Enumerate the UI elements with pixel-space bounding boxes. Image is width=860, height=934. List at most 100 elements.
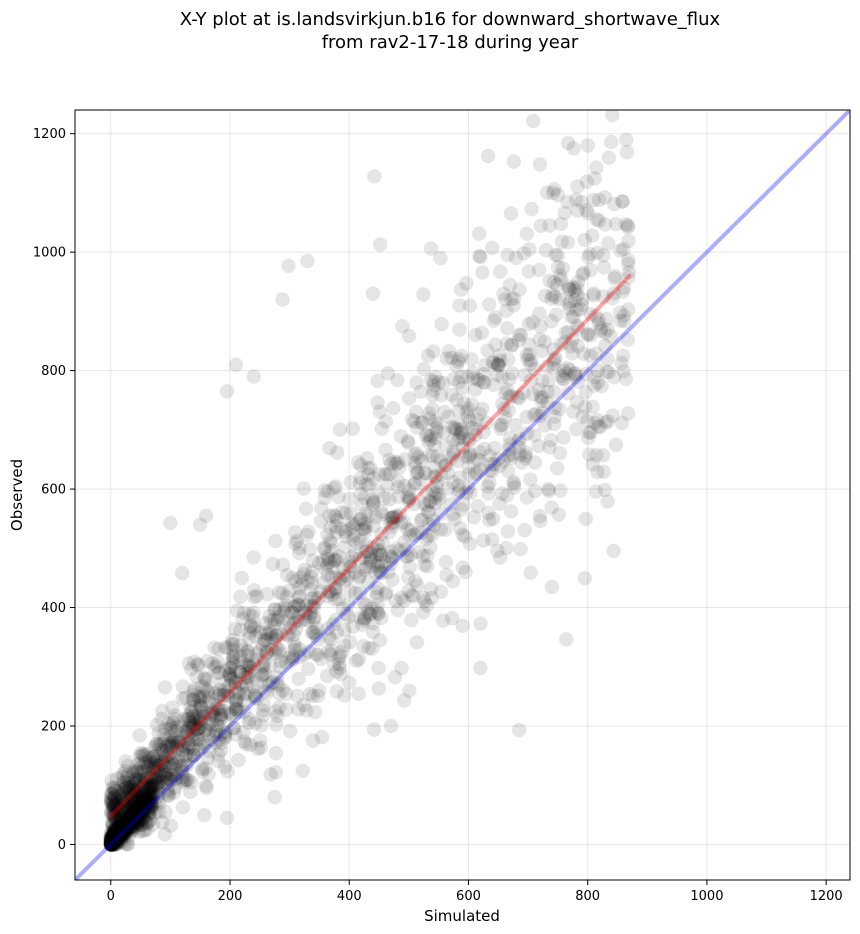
scatter-point xyxy=(193,715,209,730)
scatter-point xyxy=(438,522,453,537)
scatter-point xyxy=(454,370,469,385)
scatter-point xyxy=(113,817,128,832)
scatter-point xyxy=(115,822,130,837)
scatter-point xyxy=(558,325,573,340)
scatter-point xyxy=(117,823,133,838)
scatter-point xyxy=(403,523,418,538)
scatter-point xyxy=(176,725,191,741)
scatter-point xyxy=(114,791,129,806)
scatter-point xyxy=(164,739,179,755)
scatter-point xyxy=(416,496,431,511)
scatter-point xyxy=(114,818,130,833)
scatter-point xyxy=(562,362,577,378)
scatter-point xyxy=(431,487,446,503)
scatter-point xyxy=(377,554,392,570)
scatter-point xyxy=(320,644,336,659)
scatter-point xyxy=(308,595,323,610)
scatter-point xyxy=(586,288,601,303)
scatter-point xyxy=(504,338,519,353)
scatter-point xyxy=(461,401,476,416)
scatter-point xyxy=(267,602,283,617)
scatter-point xyxy=(114,827,129,842)
scatter-point xyxy=(148,752,163,767)
scatter-point xyxy=(392,460,407,475)
scatter-point xyxy=(151,758,166,773)
scatter-point xyxy=(133,802,149,817)
scatter-point xyxy=(121,828,136,844)
scatter-point xyxy=(600,414,616,429)
scatter-point xyxy=(616,280,632,296)
scatter-point xyxy=(302,686,318,702)
scatter-point xyxy=(105,833,120,848)
scatter-point xyxy=(618,217,633,232)
scatter-point xyxy=(559,366,574,381)
scatter-point xyxy=(292,589,307,604)
scatter-point xyxy=(406,588,421,604)
chart-title-line2: from rav2-17-18 during year xyxy=(322,32,579,53)
scatter-point xyxy=(569,302,584,317)
scatter-point xyxy=(137,798,152,813)
scatter-point xyxy=(357,521,372,537)
scatter-point xyxy=(114,789,130,805)
scatter-point xyxy=(587,415,603,431)
scatter-point xyxy=(492,550,508,565)
scatter-point xyxy=(105,837,121,852)
scatter-point xyxy=(105,832,120,847)
scatter-point xyxy=(114,826,129,841)
scatter-point xyxy=(319,668,335,684)
scatter-point xyxy=(118,825,134,840)
scatter-point xyxy=(124,811,139,826)
scatter-point xyxy=(202,723,218,738)
scatter-point xyxy=(191,709,206,724)
scatter-point xyxy=(114,801,129,816)
scatter-point xyxy=(217,687,232,703)
scatter-point xyxy=(127,796,142,811)
scatter-point xyxy=(463,486,478,501)
scatter-point xyxy=(423,241,439,256)
scatter-point xyxy=(200,751,215,766)
scatter-point xyxy=(111,785,126,801)
scatter-point xyxy=(106,781,122,796)
scatter-point xyxy=(111,819,127,834)
scatter-point xyxy=(240,657,255,672)
scatter-point xyxy=(136,803,151,818)
scatter-point xyxy=(117,791,132,806)
scatter-point xyxy=(416,287,431,302)
scatter-point xyxy=(126,775,142,791)
scatter-point xyxy=(394,516,409,531)
scatter-point xyxy=(320,621,335,637)
scatter-point xyxy=(201,767,216,782)
scatter-point xyxy=(302,542,318,557)
scatter-point xyxy=(205,718,220,733)
scatter-point xyxy=(343,506,359,521)
scatter-point xyxy=(586,286,601,301)
scatter-point xyxy=(480,148,496,164)
scatter-point xyxy=(248,716,263,731)
scatter-point xyxy=(103,837,119,852)
scatter-point xyxy=(119,779,134,795)
scatter-point xyxy=(460,409,476,424)
scatter-point xyxy=(197,670,212,685)
scatter-point xyxy=(379,467,395,482)
scatter-point xyxy=(142,793,157,808)
scatter-point xyxy=(331,657,347,672)
scatter-point xyxy=(415,548,431,564)
scatter-point xyxy=(195,761,210,776)
scatter-point xyxy=(117,821,132,836)
scatter-point xyxy=(368,509,384,525)
scatter-point xyxy=(518,448,533,463)
scatter-point xyxy=(166,715,181,730)
scatter-point xyxy=(506,291,522,306)
scatter-point xyxy=(133,800,148,816)
scatter-point xyxy=(124,805,139,821)
scatter-point xyxy=(252,625,268,640)
scatter-point xyxy=(120,813,135,829)
scatter-point xyxy=(439,351,454,366)
scatter-point xyxy=(613,313,628,328)
scatter-point xyxy=(343,583,358,598)
scatter-point xyxy=(317,483,332,498)
scatter-point xyxy=(590,465,605,480)
scatter-point xyxy=(117,821,132,836)
scatter-point xyxy=(144,777,160,792)
scatter-point xyxy=(133,811,148,826)
